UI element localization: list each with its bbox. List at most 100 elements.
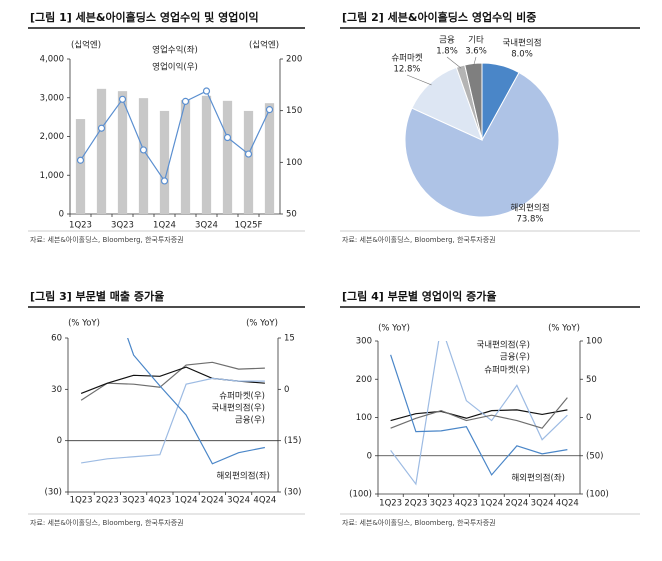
y2-tick-label: 0	[284, 385, 289, 395]
x-tick-label: 3Q24	[195, 221, 218, 231]
source: 자료: 세븐&아이홀딩스, Bloomberg, 한국투자증권	[342, 235, 496, 244]
x-tick-label: 1Q23	[69, 221, 92, 231]
y2-axis-unit: (십억엔)	[249, 40, 279, 51]
series-line	[79, 90, 271, 183]
y2-axis-unit: (% YoY)	[246, 319, 278, 329]
y-tick-label: 4,000	[40, 55, 64, 65]
y-tick-label: 0	[59, 210, 64, 220]
series-line	[390, 341, 568, 486]
bar	[243, 110, 254, 214]
source: 자료: 세븐&아이홀딩스, Bloomberg, 한국투자증권	[342, 518, 496, 527]
x-tick-label: 1Q24	[480, 499, 503, 509]
x-tick-label: 3Q23	[122, 496, 145, 506]
x-tick-label: 4Q24	[253, 496, 276, 506]
line-marker	[244, 150, 253, 158]
legend-label: 금융(우)	[235, 416, 265, 426]
legend-label: 국내편의점(우)	[476, 340, 530, 351]
y-tick-label: 2,000	[40, 132, 64, 142]
x-tick-label: 1Q23	[379, 499, 402, 509]
bar	[138, 98, 149, 214]
y-tick-label: 200	[356, 375, 372, 385]
x-tick-label: 1Q25F	[235, 221, 263, 231]
pie-slice	[411, 66, 483, 141]
x-tick-label: 4Q24	[556, 499, 579, 509]
x-tick-label: 4Q23	[455, 499, 478, 509]
y-tick-label: 60	[51, 334, 62, 344]
y-axis-unit: (% YoY)	[68, 319, 100, 329]
series-line	[390, 409, 568, 422]
x-tick-label: 1Q24	[153, 221, 176, 231]
series-line	[390, 354, 568, 476]
y2-tick-label: 100	[586, 337, 602, 347]
series-line	[80, 361, 265, 401]
slice-value: 8.0%	[511, 50, 533, 60]
bar	[180, 100, 191, 214]
slice-label: 국내편의점	[502, 38, 541, 49]
slice-value: 3.6%	[465, 47, 487, 57]
line-marker	[76, 156, 85, 164]
legend-label: 슈퍼마켓(우)	[484, 365, 530, 376]
bar	[75, 119, 86, 214]
y-tick-label: 300	[356, 337, 372, 347]
y-axis-unit: (십억엔)	[71, 40, 101, 51]
bar	[264, 103, 275, 214]
legend-label: 금융(우)	[500, 353, 530, 363]
legend-label: 영업이익(우)	[152, 62, 198, 73]
series-line	[80, 366, 265, 394]
x-tick-label: 1Q23	[70, 496, 93, 506]
line-marker	[223, 133, 232, 142]
series-line	[81, 377, 265, 464]
x-tick-label: 3Q24	[227, 496, 250, 506]
y2-tick-label: 150	[286, 106, 302, 116]
x-tick-label: 3Q24	[531, 499, 554, 509]
source: 자료: 세븐&아이홀딩스, Bloomberg, 한국투자증권	[30, 235, 184, 244]
leader-line	[406, 74, 432, 86]
legend-label: 해외편의점(좌)	[511, 473, 565, 484]
slice-label: 기타	[468, 36, 484, 46]
x-tick-label: 2Q23	[96, 496, 119, 506]
slice-label: 금융	[439, 36, 455, 46]
series-line	[390, 397, 568, 429]
x-tick-label: 4Q23	[148, 496, 171, 506]
line-marker	[118, 95, 127, 103]
legend-label: 슈퍼마켓(우)	[219, 391, 265, 402]
bar	[222, 100, 233, 214]
leader-line	[446, 56, 462, 69]
panel-title: [그림 4] 부문별 영업이익 증가율	[342, 289, 496, 303]
y-tick-label: 100	[356, 413, 372, 423]
x-tick-label: 2Q23	[404, 499, 427, 509]
bar	[96, 88, 107, 214]
x-tick-label: 2Q24	[505, 499, 528, 509]
y2-tick-label: (15)	[284, 436, 301, 446]
legend-label: 해외편의점(좌)	[216, 471, 270, 482]
panel-title: [그림 3] 부문별 매출 증가율	[30, 289, 164, 303]
y-tick-label: (100)	[349, 490, 372, 500]
y2-tick-label: 15	[284, 334, 295, 344]
y2-tick-label: 50	[586, 375, 597, 385]
bar	[117, 91, 128, 214]
y-tick-label: 30	[51, 385, 62, 395]
slice-value: 73.8%	[516, 215, 543, 225]
y2-tick-label: 50	[286, 210, 297, 220]
y-tick-label: 0	[57, 436, 62, 446]
line-marker	[265, 106, 274, 114]
legend-label: 영업수익(좌)	[152, 45, 198, 56]
slice-value: 1.8%	[436, 47, 458, 57]
x-tick-label: 3Q23	[430, 499, 453, 509]
slice-label: 해외편의점	[510, 203, 549, 214]
slice-value: 12.8%	[393, 65, 420, 75]
panel-title: [그림 1] 세븐&아이홀딩스 영업수익 및 영업이익	[30, 10, 259, 24]
y2-tick-label: 200	[286, 55, 302, 65]
bar	[201, 95, 212, 214]
panel-title: [그림 2] 세븐&아이홀딩스 영업수익 비중	[342, 10, 536, 24]
series-line	[127, 338, 265, 465]
y2-tick-label: (30)	[284, 488, 301, 498]
line-marker	[160, 177, 169, 185]
legend-label: 국내편의점(우)	[211, 403, 265, 414]
line-marker	[202, 87, 211, 95]
y2-tick-label: (100)	[586, 490, 609, 500]
pie-slice	[404, 71, 560, 218]
x-tick-label: 3Q23	[111, 221, 134, 231]
line-marker	[181, 97, 190, 105]
